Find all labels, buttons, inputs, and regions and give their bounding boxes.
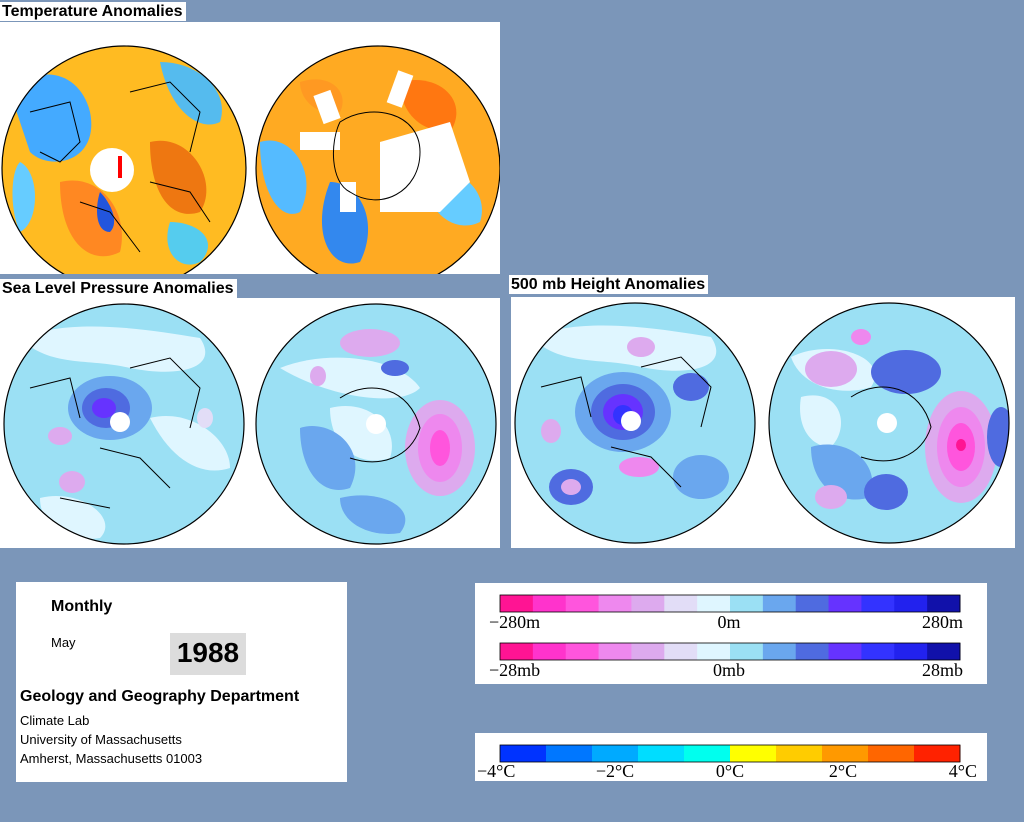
pressure-colorbar xyxy=(499,642,961,661)
height-colorbar-swatch xyxy=(631,595,665,612)
year-label: 1988 xyxy=(170,633,246,675)
pressure-colorbar-swatch xyxy=(697,643,731,660)
height-colorbar-swatch xyxy=(532,595,567,612)
temp-north-hemisphere-map xyxy=(2,46,246,290)
pressure-colorbar-swatch xyxy=(565,643,600,660)
temp-label-plus4: 4°C xyxy=(949,761,977,781)
pressure-colorbar-swatch xyxy=(894,643,928,660)
temp-label-minus2: −2°C xyxy=(596,761,634,781)
temperature-colorbar-swatch xyxy=(684,745,731,762)
pressure-colorbar-swatch xyxy=(730,643,764,660)
pressure-colorbar-swatch xyxy=(861,643,895,660)
pressure-colorbar-swatch xyxy=(927,643,961,660)
height-colorbar-swatch xyxy=(927,595,961,612)
slp-maps xyxy=(3,303,497,545)
pressure-max-label: 28mb xyxy=(922,660,963,680)
height-pressure-legend: −280m 0m 280m −28mb 0mb 28mb xyxy=(489,594,963,680)
pressure-colorbar-swatch xyxy=(500,643,534,660)
temperature-colorbar-swatch xyxy=(822,745,869,762)
height-colorbar-swatch xyxy=(861,595,895,612)
temperature-colorbar-swatch xyxy=(500,745,547,762)
height-colorbar-swatch xyxy=(500,595,534,612)
temperature-colorbar-swatch xyxy=(546,745,593,762)
pressure-colorbar-border xyxy=(499,642,961,661)
height-colorbar-swatch xyxy=(828,595,862,612)
pressure-colorbar-swatch xyxy=(532,643,567,660)
pressure-zero-label: 0mb xyxy=(713,660,745,680)
temperature-colorbar-swatch xyxy=(638,745,685,762)
temp-label-plus2: 2°C xyxy=(829,761,857,781)
height-colorbar-swatch xyxy=(730,595,764,612)
slp-north-hemisphere-map xyxy=(4,304,244,544)
height500-maps xyxy=(514,302,1010,544)
pressure-colorbar-swatch xyxy=(598,643,632,660)
anomaly-legend-panel: −280m 0m 280m −28mb 0mb 28mb xyxy=(475,583,987,684)
height-zero-label: 0m xyxy=(717,612,740,632)
temp-label-minus4: −4°C xyxy=(477,761,515,781)
temperature-title: Temperature Anomalies xyxy=(0,2,186,21)
temperature-colorbar-swatch xyxy=(592,745,639,762)
info-panel: Monthly May 1988 Geology and Geography D… xyxy=(16,582,347,782)
temperature-colorbar xyxy=(499,744,961,763)
pressure-min-label: −28mb xyxy=(489,660,540,680)
temperature-colorbar-swatch xyxy=(776,745,823,762)
height-colorbar-swatch xyxy=(697,595,731,612)
slp-title: Sea Level Pressure Anomalies xyxy=(0,279,237,298)
temperature-colorbar-border xyxy=(499,744,961,763)
height-min-label: −280m xyxy=(489,612,540,632)
height500-north-hemisphere-map xyxy=(515,303,755,543)
height-colorbar-swatch xyxy=(598,595,632,612)
temperature-colorbar-swatch xyxy=(730,745,777,762)
height500-south-hemisphere-map xyxy=(769,303,1009,543)
height-colorbar-swatch xyxy=(795,595,830,612)
temperature-colorbar-swatch xyxy=(868,745,915,762)
height500-panel xyxy=(511,297,1015,548)
department-label: Geology and Geography Department xyxy=(20,688,300,705)
temperature-legend-panel: −4°C −2°C 0°C 2°C 4°C xyxy=(475,733,987,781)
height500-title: 500 mb Height Anomalies xyxy=(509,275,709,294)
slp-south-hemisphere-map xyxy=(256,304,496,544)
pressure-colorbar-swatch xyxy=(762,643,797,660)
slp-panel xyxy=(0,298,500,548)
temperature-maps xyxy=(1,45,501,291)
height-colorbar-swatch xyxy=(894,595,928,612)
height-colorbar-swatch xyxy=(762,595,797,612)
month-label: May xyxy=(51,635,76,650)
temperature-panel xyxy=(0,22,501,291)
temp-label-zero: 0°C xyxy=(716,761,744,781)
temp-south-hemisphere-map xyxy=(256,46,500,290)
height-colorbar-border xyxy=(499,594,961,613)
height-colorbar xyxy=(499,594,961,613)
height-colorbar-swatch xyxy=(565,595,600,612)
temperature-legend: −4°C −2°C 0°C 2°C 4°C xyxy=(477,744,977,781)
pressure-colorbar-swatch xyxy=(664,643,698,660)
lab-label: Climate Lab xyxy=(20,713,90,728)
city-label: Amherst, Massachusetts 01003 xyxy=(20,751,203,766)
pressure-colorbar-swatch xyxy=(795,643,830,660)
university-label: University of Massachusetts xyxy=(20,732,182,747)
pressure-colorbar-swatch xyxy=(631,643,665,660)
temperature-colorbar-swatch xyxy=(914,745,961,762)
pressure-colorbar-swatch xyxy=(828,643,862,660)
height-colorbar-swatch xyxy=(664,595,698,612)
height-max-label: 280m xyxy=(922,612,963,632)
period-label: Monthly xyxy=(51,598,113,615)
